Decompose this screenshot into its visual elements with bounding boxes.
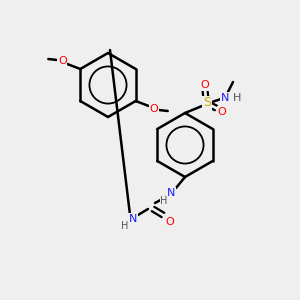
Text: N: N — [129, 214, 137, 224]
Text: O: O — [218, 107, 226, 117]
Text: N: N — [221, 93, 229, 103]
Text: O: O — [149, 104, 158, 114]
Text: H: H — [160, 196, 168, 206]
Text: S: S — [203, 97, 211, 110]
Text: H: H — [233, 93, 241, 103]
Text: H: H — [121, 221, 129, 231]
Text: O: O — [166, 217, 174, 227]
Text: O: O — [58, 56, 67, 66]
Text: N: N — [167, 188, 175, 198]
Text: O: O — [201, 80, 209, 90]
